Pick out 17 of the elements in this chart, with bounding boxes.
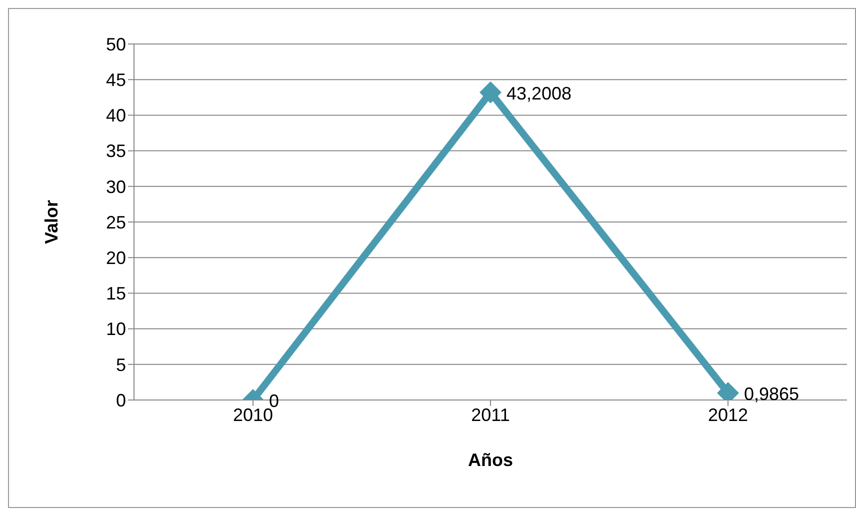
y-axis-title: Valor bbox=[41, 200, 62, 244]
y-tick-label: 10 bbox=[106, 319, 126, 340]
y-tick-label: 30 bbox=[106, 176, 126, 197]
data-label: 0,9865 bbox=[744, 384, 800, 404]
x-axis-title: Años bbox=[468, 450, 513, 470]
y-tick-label: 15 bbox=[106, 284, 126, 304]
y-tick-label: 0 bbox=[116, 390, 126, 410]
x-tick-label: 2011 bbox=[471, 404, 510, 425]
y-tick-label: 45 bbox=[106, 70, 126, 90]
y-tick-label: 35 bbox=[106, 141, 126, 162]
x-tick-label: 2012 bbox=[708, 404, 748, 425]
data-label: 43,2008 bbox=[506, 83, 572, 104]
y-tick-label: 20 bbox=[106, 248, 126, 268]
y-tick-label: 40 bbox=[106, 106, 126, 126]
y-tick-label: 50 bbox=[106, 34, 126, 54]
y-tick-label: 25 bbox=[106, 212, 126, 232]
y-tick-label: 5 bbox=[116, 354, 126, 375]
